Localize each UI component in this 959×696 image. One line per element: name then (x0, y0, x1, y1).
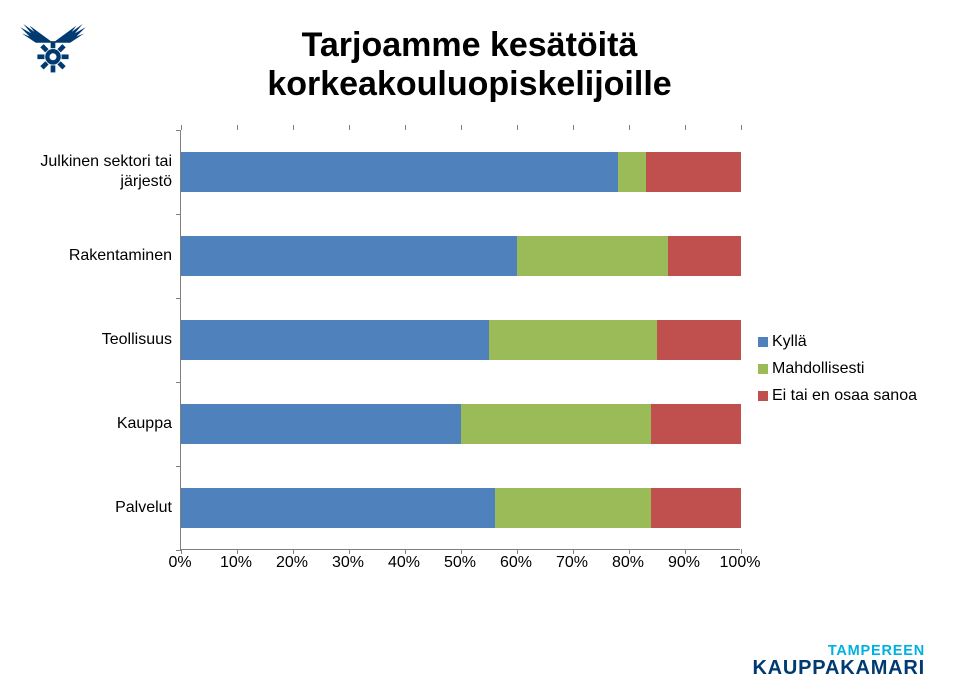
title-line-1: Tarjoamme kesätöitä (70, 26, 870, 65)
x-axis-labels: 0%10%20%30%40%50%60%70%80%90%100% (180, 554, 740, 578)
footer-line-1: TAMPEREEN (752, 644, 925, 659)
y-axis-label: Kauppa (0, 414, 172, 434)
bar-segment (517, 236, 668, 276)
x-tick (293, 125, 294, 130)
bar-segment (646, 152, 741, 192)
x-tick (517, 125, 518, 130)
slide: Tarjoamme kesätöitä korkeakouluopiskelij… (0, 0, 959, 696)
legend-swatch (758, 337, 768, 347)
y-tick (176, 382, 181, 383)
x-axis-label: 90% (659, 554, 709, 572)
y-tick (176, 550, 181, 551)
legend-item: Kyllä (758, 330, 917, 355)
bar-segment (181, 320, 489, 360)
bar-segment (489, 320, 657, 360)
y-axis-label: Rakentaminen (0, 246, 172, 266)
y-axis-label: Teollisuus (0, 330, 172, 350)
legend-label: Kyllä (772, 330, 807, 355)
x-axis-label: 20% (267, 554, 317, 572)
y-tick (176, 214, 181, 215)
x-axis-label: 0% (155, 554, 205, 572)
bar-segment (181, 152, 618, 192)
legend-label: Ei tai en osaa sanoa (772, 384, 917, 409)
bar-row (181, 320, 740, 360)
bar-segment (668, 236, 741, 276)
bar-segment (181, 404, 461, 444)
bar-row (181, 488, 740, 528)
legend: KylläMahdollisestiEi tai en osaa sanoa (758, 330, 917, 410)
y-tick (176, 466, 181, 467)
y-tick (176, 130, 181, 131)
plot-area (180, 130, 740, 550)
legend-item: Mahdollisesti (758, 357, 917, 382)
bar-segment (461, 404, 651, 444)
x-tick (573, 125, 574, 130)
x-axis-label: 80% (603, 554, 653, 572)
x-axis-label: 60% (491, 554, 541, 572)
y-axis-label: Palvelut (0, 498, 172, 518)
chart-title: Tarjoamme kesätöitä korkeakouluopiskelij… (70, 26, 870, 104)
x-axis-label: 30% (323, 554, 373, 572)
y-axis-label: Julkinen sektori tai järjestö (0, 152, 172, 192)
title-line-2: korkeakouluopiskelijoille (70, 65, 870, 104)
x-axis-label: 40% (379, 554, 429, 572)
x-tick (349, 125, 350, 130)
x-tick (405, 125, 406, 130)
bar-segment (651, 488, 741, 528)
footer-line-2: KAUPPAKAMARI (752, 658, 925, 678)
x-tick (629, 125, 630, 130)
x-tick (741, 125, 742, 130)
bar-segment (657, 320, 741, 360)
bar-row (181, 404, 740, 444)
bar-segment (618, 152, 646, 192)
x-axis-label: 70% (547, 554, 597, 572)
bar-segment (651, 404, 741, 444)
x-axis-label: 10% (211, 554, 261, 572)
legend-label: Mahdollisesti (772, 357, 864, 382)
bar-segment (181, 488, 495, 528)
legend-swatch (758, 391, 768, 401)
x-tick (461, 125, 462, 130)
legend-item: Ei tai en osaa sanoa (758, 384, 917, 409)
stacked-bar-chart: 0% 10% 20% 30% 40% 50% 60% 70% 80% 90% 100% Julkin… (0, 130, 780, 590)
x-tick (237, 125, 238, 130)
footer-logo: TAMPEREEN KAUPPAKAMARI (752, 644, 925, 679)
bar-segment (181, 236, 517, 276)
y-tick (176, 298, 181, 299)
bar-row (181, 236, 740, 276)
bar-segment (495, 488, 652, 528)
bar-row (181, 152, 740, 192)
x-axis-label: 100% (715, 554, 765, 572)
legend-swatch (758, 364, 768, 374)
kauppakamari-logo-icon (14, 10, 92, 88)
x-tick (685, 125, 686, 130)
x-axis-label: 50% (435, 554, 485, 572)
